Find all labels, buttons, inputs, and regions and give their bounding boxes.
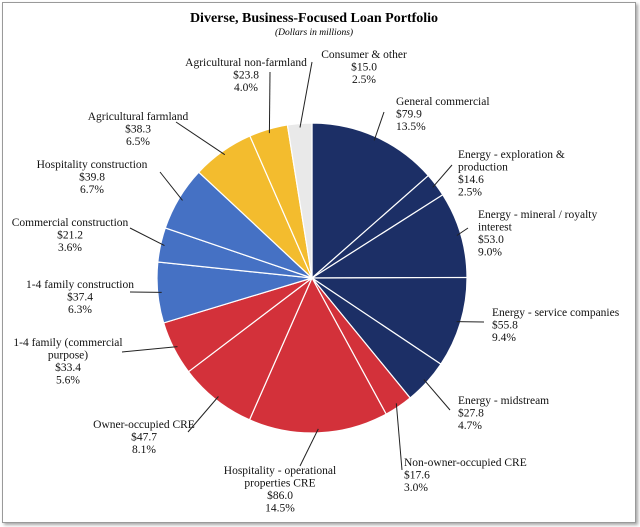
- slice-label: Energy - midstream $27.8 4.7%: [458, 395, 549, 432]
- slice-label: Agricultural non-farmland $23.8 4.0%: [185, 57, 307, 94]
- slice-label: Energy - mineral / royalty interest $53.0 9…: [478, 209, 597, 259]
- pie-slice: [310, 276, 468, 366]
- pie-slices: [156, 122, 468, 434]
- chart-title: Diverse, Business-Focused Loan Portfolio: [190, 11, 438, 26]
- slice-label: Energy - service companies $55.8 9.4%: [492, 307, 620, 344]
- leader-line: [187, 396, 219, 433]
- leader-line: [299, 61, 313, 128]
- slice-label: Energy - exploration & production $14.6 2.5…: [458, 149, 565, 199]
- leader-line: [299, 428, 319, 467]
- slice-label: Hospitality - operational properties CRE $…: [224, 465, 336, 515]
- slice-label: Commercial construction $21.2 3.6%: [12, 217, 129, 254]
- slice-label: Non-owner-occupied CRE $17.6 3.0%: [404, 457, 527, 494]
- leader-line: [159, 171, 183, 201]
- slice-label: 1-4 family construction $37.4 6.3%: [26, 279, 134, 316]
- chart-subtitle: (Dollars in millions): [275, 27, 353, 38]
- slice-label: Consumer & other $15.0 2.5%: [321, 49, 407, 86]
- leader-line: [456, 227, 469, 236]
- pie-slice: [309, 193, 468, 279]
- leader-lines: [121, 61, 485, 471]
- leader-line: [129, 227, 165, 247]
- leader-line: [432, 164, 453, 188]
- slice-label: 1-4 family (commercial purpose) $33.4 5.6%: [13, 337, 122, 387]
- slice-label: Owner-occupied CRE $47.7 8.1%: [93, 419, 195, 456]
- leader-line: [121, 346, 178, 353]
- slice-labels: General commercial $79.9 13.5% Energy - exp…: [12, 49, 620, 515]
- pie-slice: [286, 122, 313, 279]
- leader-line: [395, 403, 403, 471]
- slice-label: Hospitality construction $39.8 6.7%: [37, 159, 148, 196]
- pie-slice: [248, 276, 387, 434]
- slice-label: Agricultural farmland $38.3 6.5%: [88, 111, 189, 148]
- leader-line: [423, 379, 451, 411]
- leader-line: [268, 71, 271, 134]
- leader-line: [175, 121, 226, 156]
- slice-label: General commercial $79.9 13.5%: [396, 96, 490, 133]
- leader-line: [373, 111, 385, 141]
